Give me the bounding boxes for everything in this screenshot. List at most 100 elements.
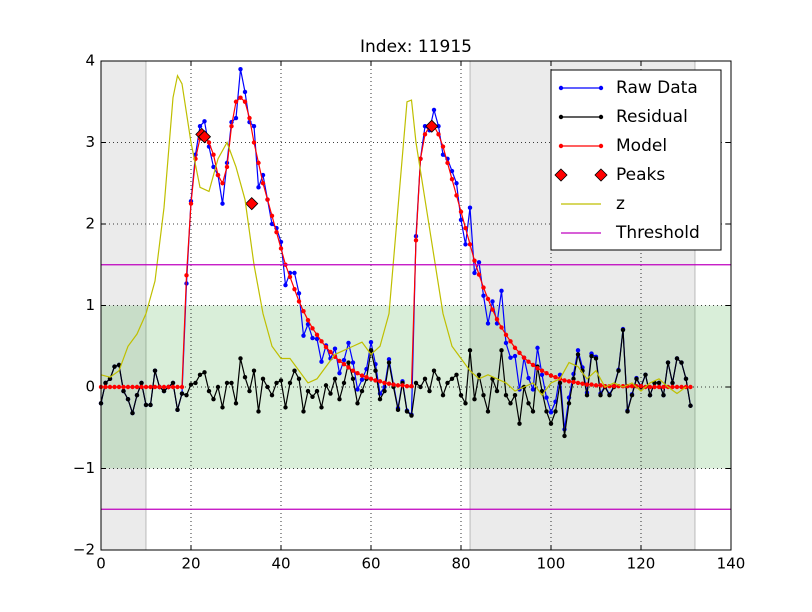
point bbox=[211, 397, 216, 402]
point bbox=[386, 381, 392, 386]
point bbox=[503, 332, 509, 338]
point bbox=[287, 380, 293, 386]
point bbox=[188, 201, 194, 206]
point bbox=[211, 164, 216, 170]
point bbox=[332, 346, 338, 351]
point bbox=[314, 336, 320, 342]
point bbox=[584, 392, 590, 398]
point bbox=[341, 380, 347, 386]
point bbox=[242, 375, 248, 380]
point bbox=[440, 152, 446, 157]
point bbox=[589, 353, 594, 359]
point bbox=[562, 378, 567, 383]
point bbox=[296, 291, 302, 296]
point bbox=[310, 326, 315, 331]
point bbox=[517, 421, 522, 426]
point bbox=[445, 160, 450, 166]
point bbox=[310, 335, 315, 341]
point bbox=[256, 185, 261, 190]
point bbox=[152, 384, 158, 390]
point bbox=[278, 378, 284, 383]
y-tick-label: −1 bbox=[73, 459, 95, 477]
point bbox=[593, 356, 599, 361]
point bbox=[314, 388, 320, 394]
point bbox=[535, 366, 540, 371]
point bbox=[148, 384, 153, 390]
point bbox=[526, 359, 531, 364]
point bbox=[463, 401, 468, 406]
peak-marker bbox=[425, 119, 439, 133]
point bbox=[629, 383, 635, 389]
point bbox=[571, 379, 576, 385]
point bbox=[539, 372, 545, 377]
point bbox=[319, 339, 324, 344]
point bbox=[494, 317, 500, 322]
point bbox=[458, 392, 464, 398]
point bbox=[683, 376, 689, 382]
point bbox=[359, 377, 365, 382]
point bbox=[256, 160, 261, 166]
point bbox=[418, 156, 423, 161]
point bbox=[233, 99, 239, 104]
point bbox=[274, 380, 279, 386]
point bbox=[548, 373, 554, 378]
point bbox=[260, 376, 266, 382]
point bbox=[368, 348, 374, 353]
y-tick-label: 4 bbox=[85, 52, 95, 70]
point bbox=[175, 407, 180, 413]
point bbox=[161, 388, 167, 394]
point bbox=[256, 409, 261, 414]
point bbox=[350, 360, 356, 365]
point bbox=[503, 392, 509, 398]
point bbox=[436, 376, 441, 382]
point bbox=[337, 370, 342, 376]
point bbox=[382, 388, 387, 394]
point bbox=[287, 274, 293, 280]
peak-marker bbox=[197, 130, 212, 144]
legend-label: Raw Data bbox=[616, 78, 698, 98]
point bbox=[202, 370, 207, 375]
point bbox=[350, 376, 356, 382]
point bbox=[607, 392, 612, 398]
point bbox=[355, 401, 360, 406]
point bbox=[269, 392, 275, 398]
point bbox=[476, 260, 482, 265]
point bbox=[454, 193, 459, 198]
point bbox=[413, 380, 419, 386]
point bbox=[508, 355, 513, 360]
point bbox=[494, 388, 500, 394]
point bbox=[476, 372, 482, 377]
point bbox=[521, 355, 527, 360]
point bbox=[314, 332, 320, 338]
point bbox=[283, 282, 288, 288]
point bbox=[224, 380, 230, 386]
point bbox=[499, 348, 504, 353]
point bbox=[139, 380, 144, 386]
point bbox=[463, 225, 468, 231]
point bbox=[557, 380, 563, 386]
point bbox=[472, 270, 477, 276]
point bbox=[265, 384, 270, 390]
point bbox=[103, 384, 108, 390]
point bbox=[526, 401, 531, 406]
point bbox=[620, 327, 626, 333]
point bbox=[445, 380, 450, 386]
point bbox=[593, 383, 599, 388]
point bbox=[508, 339, 513, 344]
point bbox=[440, 144, 446, 149]
point bbox=[197, 124, 203, 129]
point bbox=[598, 383, 603, 388]
point bbox=[337, 358, 342, 364]
point bbox=[440, 392, 446, 398]
point bbox=[413, 238, 419, 243]
point bbox=[206, 388, 212, 394]
point bbox=[103, 380, 108, 386]
point bbox=[251, 124, 257, 129]
point bbox=[598, 392, 603, 398]
point bbox=[449, 168, 455, 174]
point bbox=[274, 229, 279, 235]
point bbox=[220, 405, 225, 410]
point bbox=[638, 383, 644, 389]
point bbox=[656, 384, 662, 390]
point bbox=[467, 348, 473, 353]
